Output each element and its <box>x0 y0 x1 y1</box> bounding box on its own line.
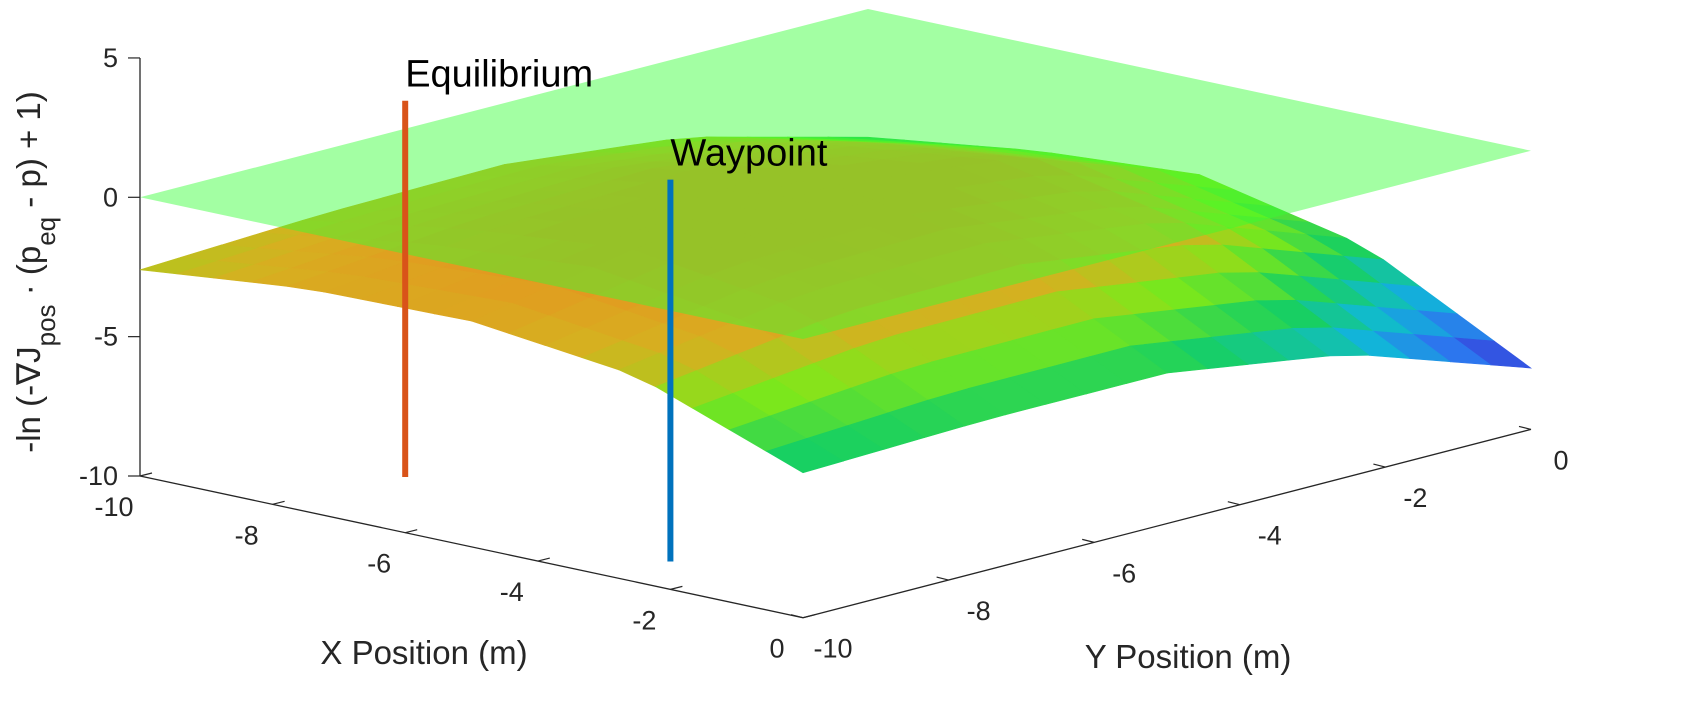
y-tick <box>936 576 949 581</box>
z-tick-label: 5 <box>103 43 118 73</box>
x-tick <box>139 472 153 477</box>
labels: Equilibrium Waypoint X Position (m) Y Posit… <box>10 54 1291 675</box>
surface <box>139 136 1533 474</box>
x-tick-label: -8 <box>235 520 259 550</box>
y-tick-label: -10 <box>813 634 852 664</box>
x-tick-label: -10 <box>94 492 133 522</box>
x-tick <box>272 500 285 505</box>
y-tick-label: -4 <box>1258 521 1282 551</box>
x-axis-title: X Position (m) <box>320 634 527 671</box>
y-axis-line <box>802 428 1532 619</box>
y-tick-label: -6 <box>1112 558 1136 588</box>
x-tick-label: 0 <box>769 634 784 664</box>
x-tick <box>405 529 418 534</box>
plane-patch <box>140 9 1531 339</box>
z-tick-label: -10 <box>79 461 118 491</box>
y-tick <box>1082 538 1095 543</box>
marker-label: Equilibrium <box>405 54 593 96</box>
y-tick <box>790 614 804 619</box>
y-tick-label: 0 <box>1553 445 1568 475</box>
x-tick <box>802 614 816 619</box>
y-tick-label: -8 <box>967 596 991 626</box>
x-tick <box>670 585 683 590</box>
axes: -10 -8 -6 -4 -2 0 -10 -8 -6 -4 -2 0 -10 -5 0 5 <box>79 43 1569 664</box>
marker-label: Waypoint <box>670 133 827 175</box>
x-tick-label: -4 <box>500 577 524 607</box>
markers <box>402 100 674 562</box>
x-tick <box>537 557 550 562</box>
surface-patch <box>765 438 845 474</box>
z-tick-label: -5 <box>94 322 118 352</box>
x-axis-line <box>139 475 804 619</box>
y-tick <box>1373 463 1386 468</box>
z-tick-label: 0 <box>103 182 118 212</box>
x-tick-label: -6 <box>367 549 391 579</box>
y-tick <box>1227 501 1240 506</box>
y-tick-label: -2 <box>1403 483 1427 513</box>
y-axis-title: Y Position (m) <box>1085 638 1292 675</box>
y-tick <box>1518 425 1532 430</box>
z-axis-title: -ln (-∇Jpos · (peq - p) + 1) <box>10 91 61 453</box>
x-tick-label: -2 <box>632 605 656 635</box>
zero-plane <box>140 9 1531 339</box>
